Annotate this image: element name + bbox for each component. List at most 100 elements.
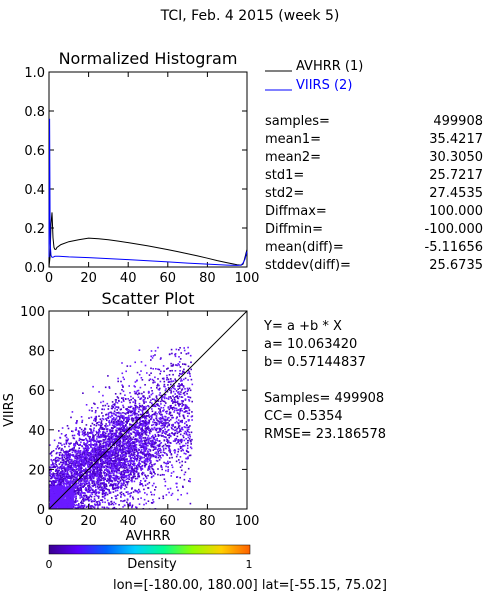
scatter-point [156, 396, 158, 398]
scatter-point [168, 379, 170, 381]
scatter-point [65, 469, 67, 471]
scatter-point [190, 441, 192, 443]
scatter-point [81, 421, 83, 423]
scatter-point [165, 433, 167, 435]
scatter-point [50, 453, 52, 455]
scatter-point [158, 408, 160, 410]
scatter-point [181, 420, 183, 422]
scatter-point [151, 402, 153, 404]
scatter-point [166, 398, 168, 400]
scatter-point [57, 445, 59, 447]
scatter-point [185, 443, 187, 445]
scatter-point [180, 380, 182, 382]
scatter-point [186, 353, 188, 355]
scatter-point [155, 350, 157, 352]
scatter-point [95, 410, 97, 412]
scatter-point [114, 440, 116, 442]
scatter-point [148, 414, 150, 416]
scatter-point [148, 406, 150, 408]
stat-std1-value: 25.7217 [429, 168, 483, 183]
scatter-point [149, 433, 151, 435]
scatter-point [87, 435, 89, 437]
scatter-point [115, 424, 117, 426]
scatter-point [115, 476, 117, 478]
scatter-point [93, 429, 95, 431]
scatter-point [155, 412, 157, 414]
scatter-point [180, 408, 182, 410]
scatter-point [157, 445, 159, 447]
scatter-point [119, 421, 121, 423]
scatter-point [142, 452, 144, 454]
scatter-point [141, 377, 143, 379]
scatter-point [84, 453, 86, 455]
scatter-point [160, 429, 162, 431]
scatter-point [185, 461, 187, 463]
scatter-point [139, 460, 141, 462]
scatter-point [128, 385, 130, 387]
scatter-point [148, 391, 150, 393]
scatter-point [143, 401, 145, 403]
scatter-point [126, 491, 128, 493]
scatter-point [131, 442, 133, 444]
scatter-point [89, 444, 91, 446]
histogram-y-tick-label: 0.0 [24, 261, 45, 276]
scatter-point [95, 418, 97, 420]
scatter-point [106, 488, 108, 490]
scatter-point [95, 489, 97, 491]
scatter-point [84, 504, 86, 506]
scatter-point [109, 422, 111, 424]
stat-stddev-diff-name: stddev(diff)= [265, 258, 351, 273]
scatter-point [155, 418, 157, 420]
scatter-point [120, 500, 122, 502]
scatter-point [172, 395, 174, 397]
scatter-point [182, 435, 184, 437]
scatter-point [184, 453, 186, 455]
scatter-point [111, 463, 113, 465]
scatter-point [79, 475, 81, 477]
scatter-point [68, 483, 70, 485]
scatter-point [100, 402, 102, 404]
scatter-point [143, 391, 145, 393]
scatter-point [89, 428, 91, 430]
scatter-point [143, 406, 145, 408]
scatter-point [75, 457, 77, 459]
scatter-point [144, 455, 146, 457]
scatter-point [167, 463, 169, 465]
scatter-point [106, 420, 108, 422]
scatter-point [92, 460, 94, 462]
scatter-point [180, 410, 182, 412]
scatter-point [109, 458, 111, 460]
scatter-point [90, 499, 92, 501]
scatter-point [84, 449, 86, 451]
scatter-point [182, 445, 184, 447]
scatter-point [184, 474, 186, 476]
scatter-point [80, 472, 82, 474]
scatter-point [99, 486, 101, 488]
scatter-point [79, 457, 81, 459]
scatter-point [132, 413, 134, 415]
scatter-point [163, 400, 165, 402]
scatter-point [110, 472, 112, 474]
scatter-point [166, 413, 168, 415]
scatter-point [88, 485, 90, 487]
scatter-point [102, 443, 104, 445]
scatter-point [91, 505, 93, 507]
scatter-point [98, 477, 100, 479]
scatter-point [163, 462, 165, 464]
scatter-point [157, 385, 159, 387]
scatter-point [113, 453, 115, 455]
scatter-point [127, 463, 129, 465]
scatter-point [73, 443, 75, 445]
scatter-point [171, 415, 173, 417]
scatter-point [174, 434, 176, 436]
scatter-point [189, 455, 191, 457]
scatter-point [100, 424, 102, 426]
scatter-point [66, 476, 68, 478]
scatter-point [163, 407, 165, 409]
scatter-point [124, 454, 126, 456]
scatter-point [75, 467, 77, 469]
scatter-point [157, 347, 159, 349]
scatter-point [163, 371, 165, 373]
scatter-point [90, 439, 92, 441]
scatter-point [111, 472, 113, 474]
